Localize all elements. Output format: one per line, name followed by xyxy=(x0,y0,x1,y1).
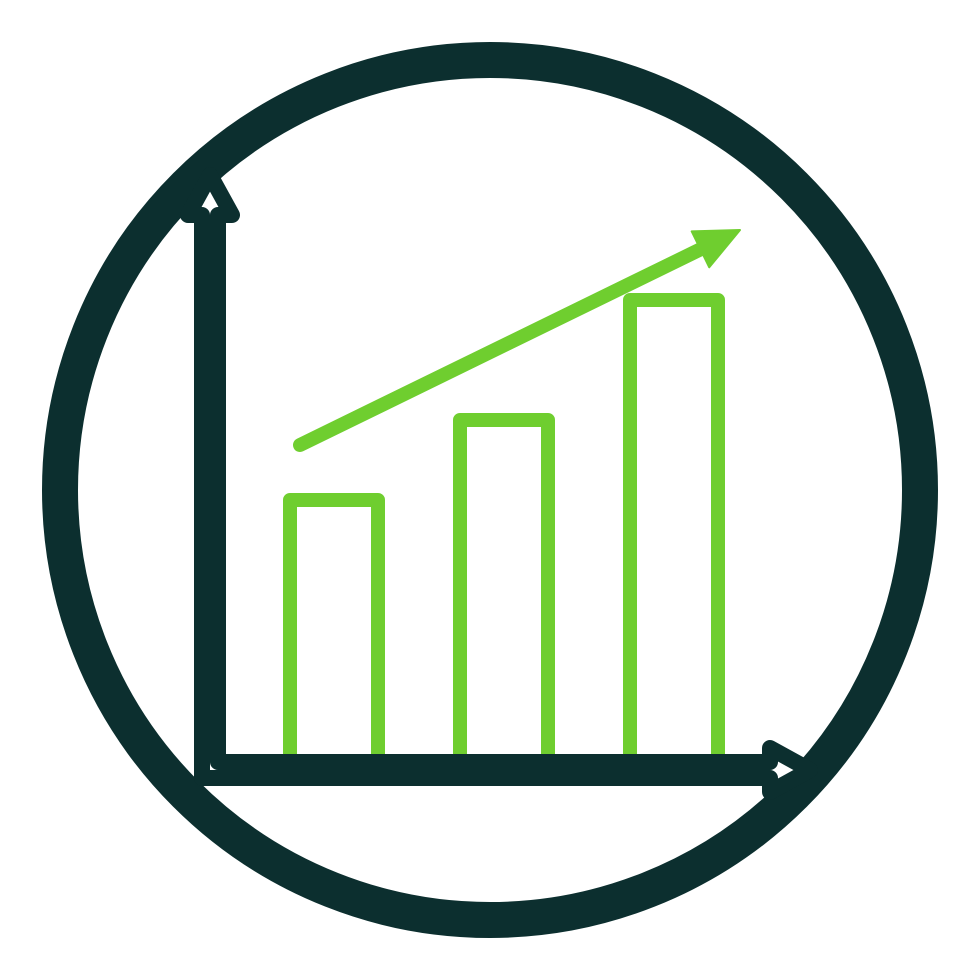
icon-circle-border xyxy=(60,60,920,920)
growth-chart-icon xyxy=(0,0,980,980)
